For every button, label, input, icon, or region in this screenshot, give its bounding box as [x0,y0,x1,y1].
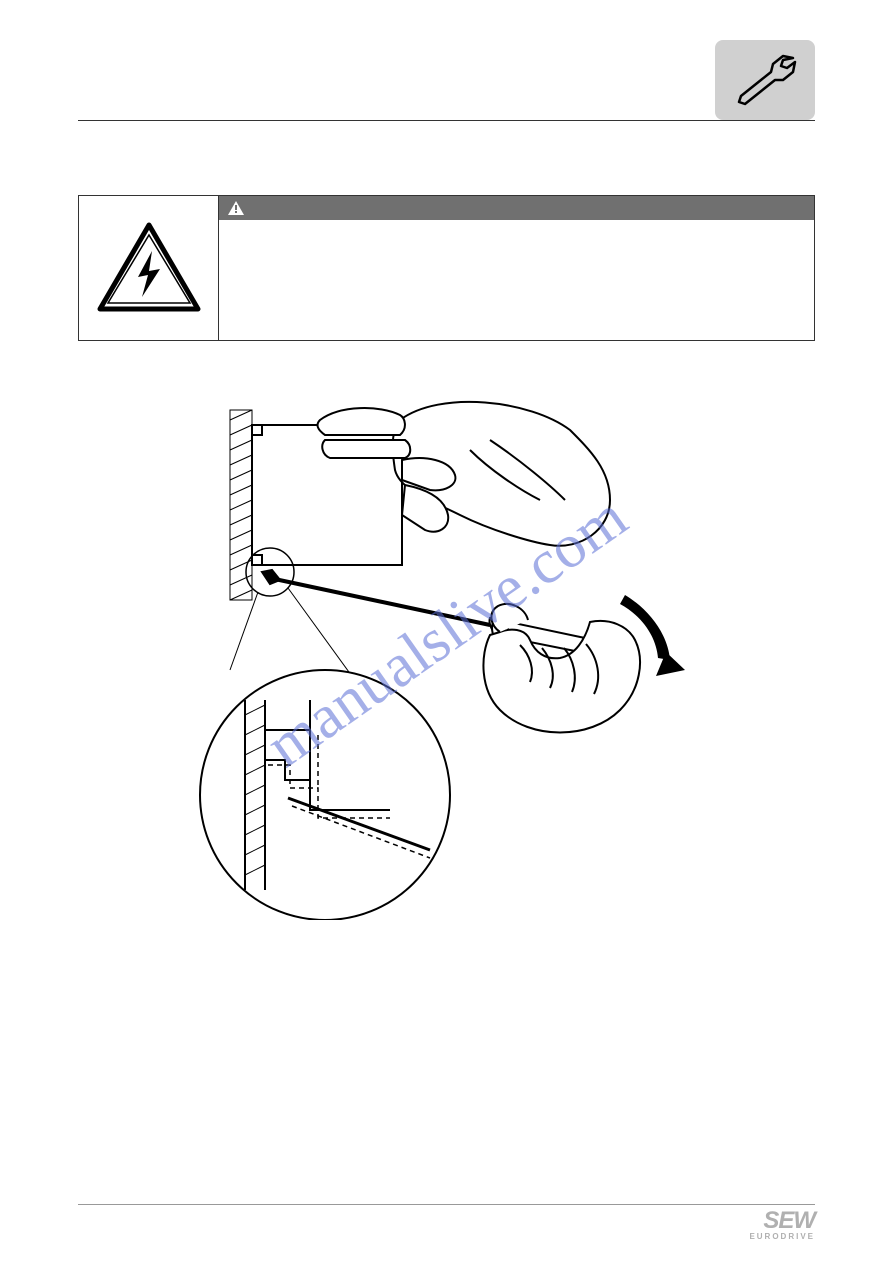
header-divider [78,120,815,121]
electric-hazard-icon [94,221,204,316]
alert-triangle-icon [227,200,245,216]
instruction-figure [190,400,710,920]
footer-logo: SEW EURODRIVE [749,1210,815,1241]
wrench-icon [725,50,805,110]
logo-main-text: SEW [749,1210,815,1232]
warning-icon-cell [79,196,219,340]
footer-divider [78,1204,815,1205]
logo-sub-text: EURODRIVE [749,1232,815,1241]
header-service-icon-box [715,40,815,120]
warning-header-bar [219,196,814,220]
warning-content [219,196,814,340]
warning-body [219,220,814,340]
warning-box [78,195,815,341]
